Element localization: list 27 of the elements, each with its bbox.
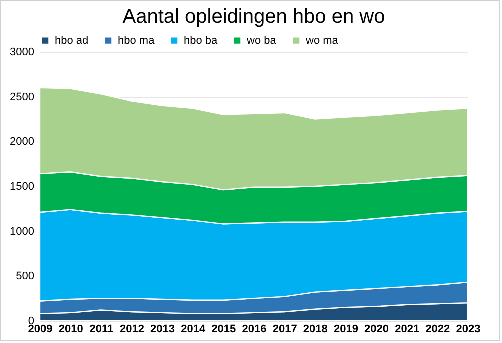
y-tick-label: 2000: [10, 136, 34, 148]
x-tick-label: 2013: [150, 324, 176, 336]
x-tick-label: 2009: [28, 324, 53, 336]
x-tick-label: 2014: [181, 324, 206, 336]
y-tick-label: 2500: [10, 91, 34, 104]
x-tick-label: 2023: [456, 324, 481, 336]
x-tick-label: 2011: [90, 324, 114, 336]
legend-label: hbo ad: [55, 34, 89, 47]
legend-label: hbo ba: [184, 34, 219, 47]
x-tick-label: 2017: [272, 324, 298, 336]
x-tick-label: 2020: [364, 324, 390, 336]
y-tick-label: 3000: [10, 46, 34, 58]
chart-title: Aantal opleidingen hbo en wo: [122, 6, 386, 28]
legend-label: wo ma: [305, 34, 340, 47]
x-tick-label: 2021: [395, 324, 420, 336]
x-tick-label: 2016: [242, 324, 267, 336]
y-tick-label: 500: [16, 270, 34, 283]
x-tick-label: 2019: [334, 324, 358, 336]
legend-label: hbo ma: [118, 34, 156, 47]
y-tick-label: 1500: [10, 181, 34, 193]
x-tick-label: 2012: [120, 324, 144, 336]
x-tick-label: 2010: [58, 324, 84, 336]
x-tick-label: 2022: [426, 324, 450, 336]
x-tick-label: 2018: [303, 324, 328, 336]
x-tick-label: 2015: [212, 324, 236, 336]
y-tick-label: 1000: [10, 226, 34, 238]
legend-label: wo ba: [246, 34, 278, 47]
